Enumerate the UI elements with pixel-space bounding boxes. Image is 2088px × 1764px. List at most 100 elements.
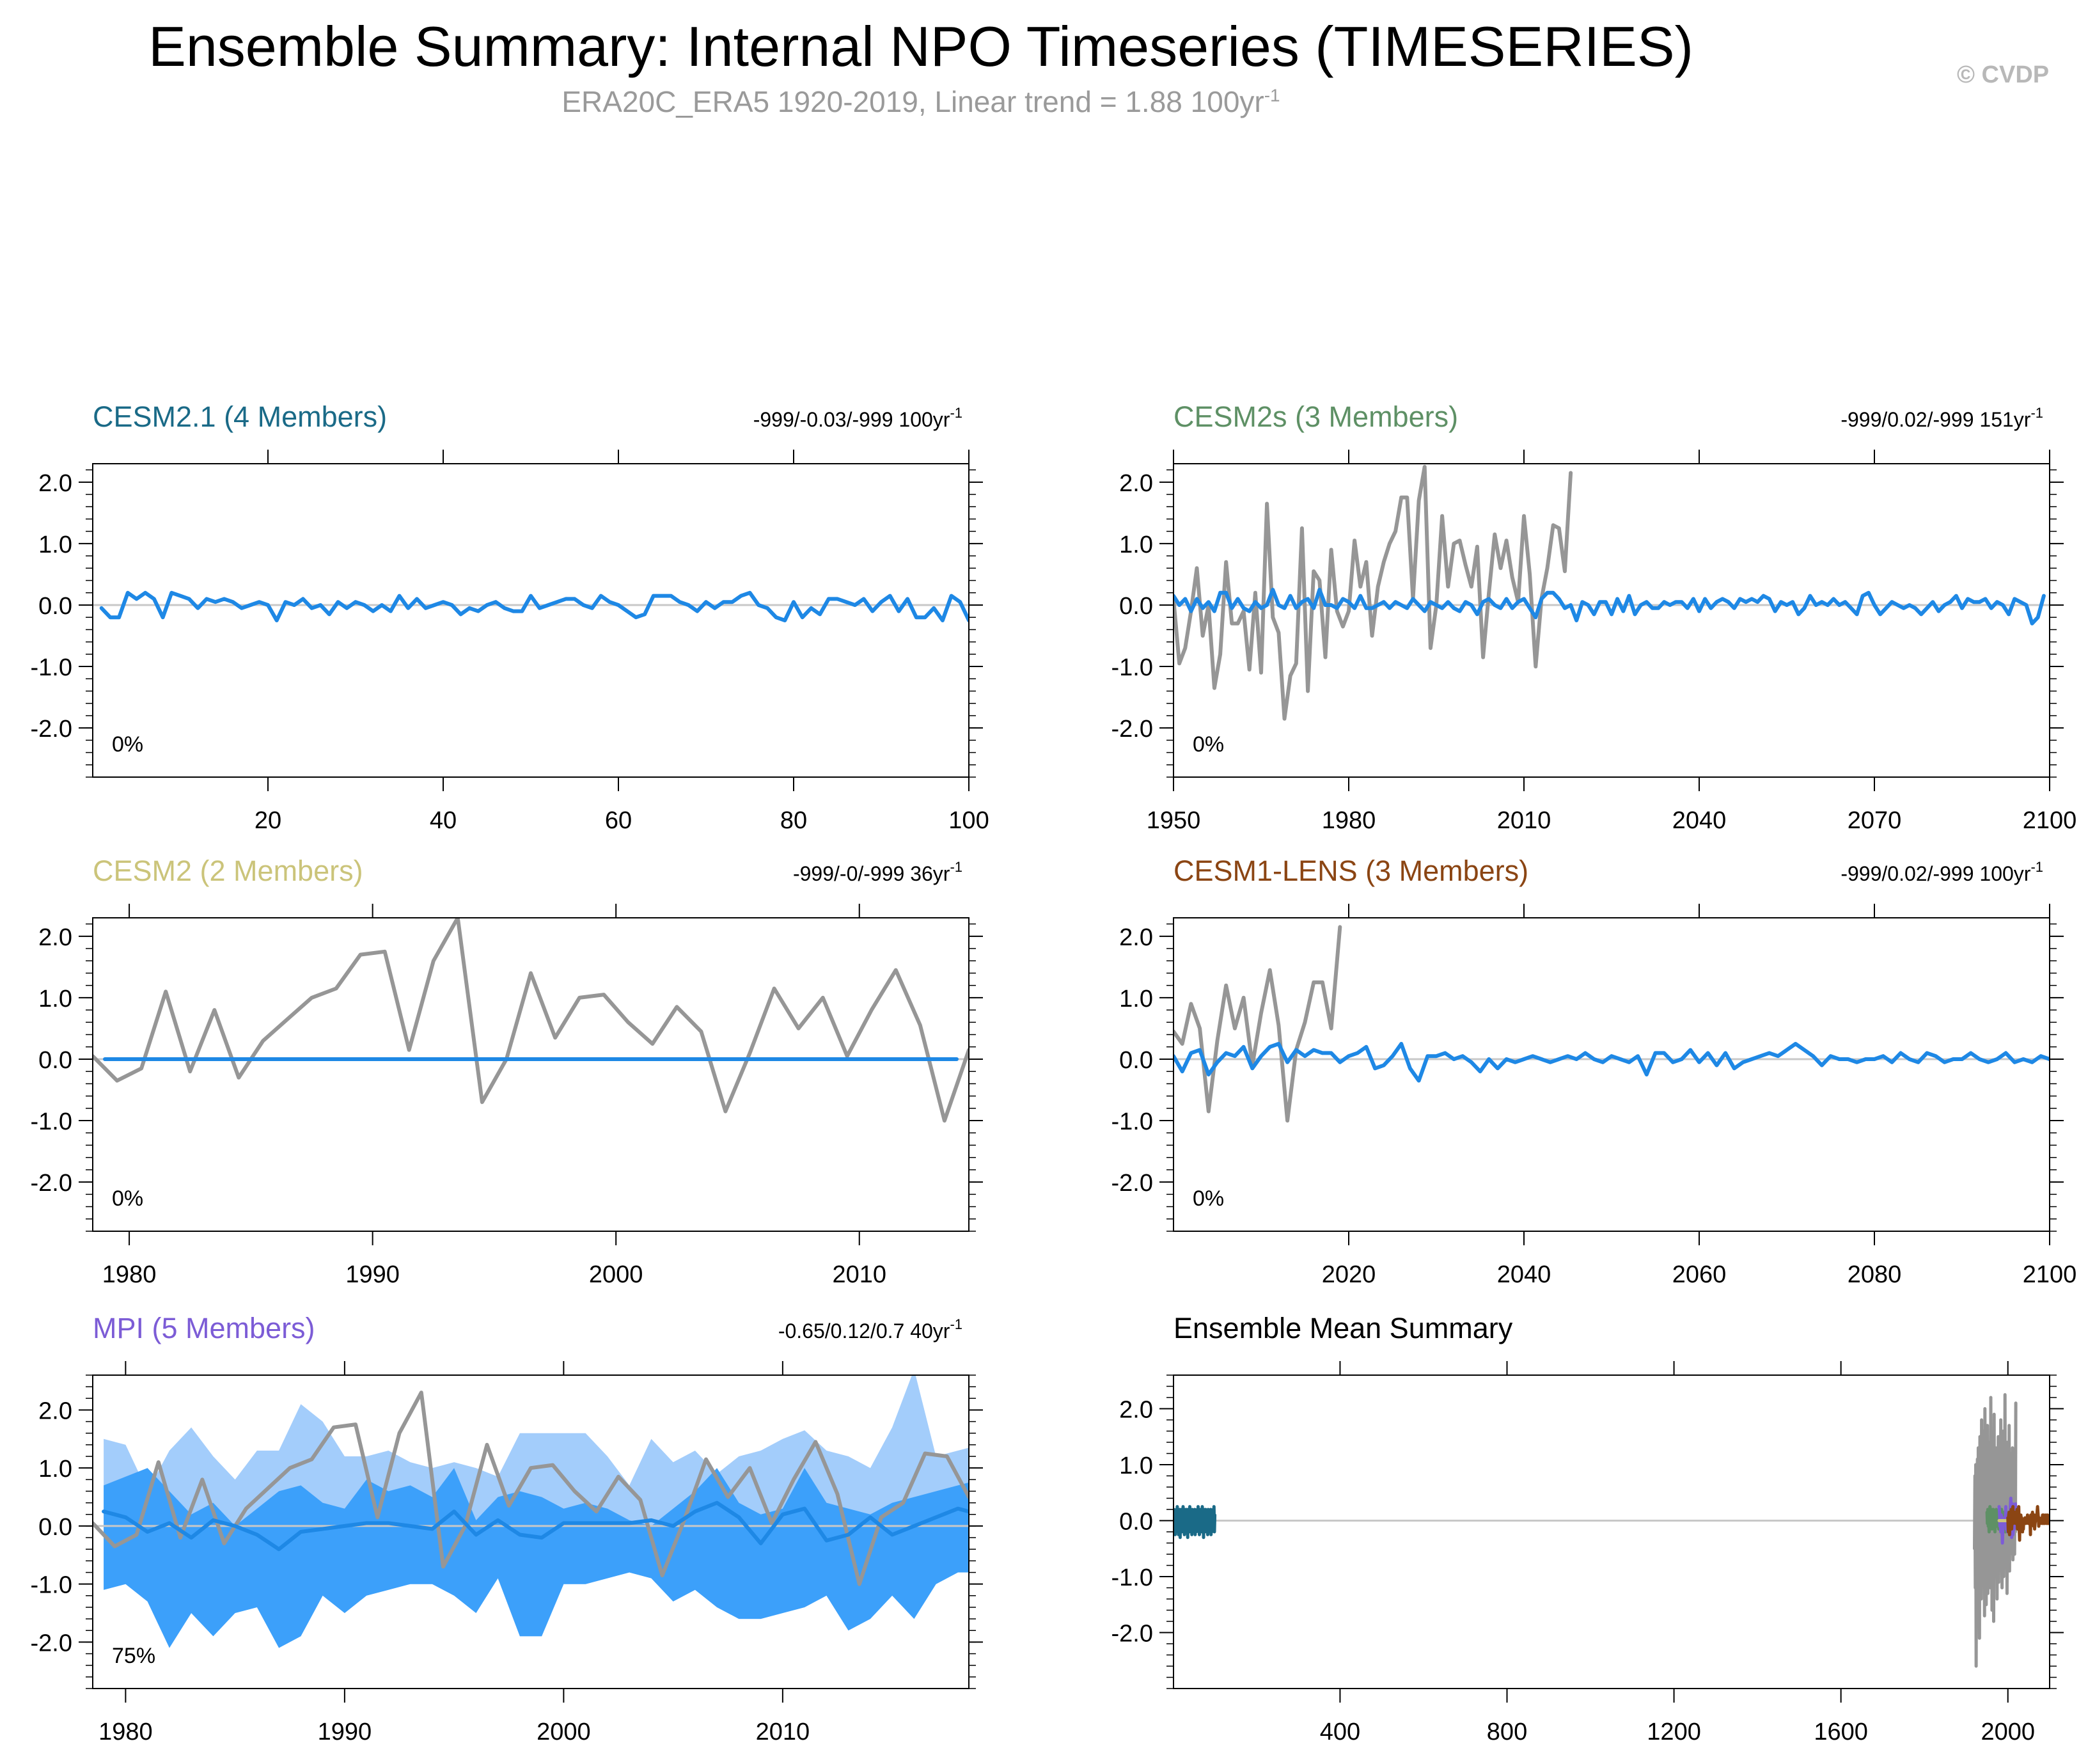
x-tick-label: 2060 — [1672, 1261, 1727, 1288]
subtitle-exponent: -1 — [1264, 85, 1280, 106]
x-axis: 1980 1990 2000 2010 — [98, 1361, 810, 1745]
x-tick-label: 80 — [780, 807, 807, 834]
panel-4: 2.0 1.0 0.0 -1.0 -2.0 2020 2040 2060 2080 2100 CES… — [1111, 854, 2077, 1288]
y-axis: 2.0 1.0 0.0 -1.0 -2.0 — [1111, 923, 2064, 1232]
x-tick-label: 1990 — [318, 1719, 372, 1745]
x-tick-label: 20 — [255, 807, 281, 834]
y-tick-label: -2.0 — [31, 1170, 72, 1197]
x-tick-label: 2100 — [2023, 1261, 2077, 1288]
y-tick-label: 0.0 — [1119, 593, 1153, 620]
x-tick-label: 100 — [948, 807, 989, 834]
x-tick-label: 2010 — [1497, 807, 1551, 834]
y-tick-label: 1.0 — [38, 1456, 72, 1483]
panel-1: 2.0 1.0 0.0 -1.0 -2.0 20 40 60 80 100 CESM2.1 (4 M… — [31, 400, 989, 834]
x-tick-label: 2100 — [2023, 807, 2077, 834]
panel-5: 2.0 1.0 0.0 -1.0 -2.0 1980 1990 2000 2010 MPI (5 … — [31, 1312, 983, 1745]
series-line-summary-0 — [1174, 1505, 1217, 1540]
x-tick-label: 2080 — [1848, 1261, 1902, 1288]
x-tick-label: 1980 — [102, 1261, 157, 1288]
panel-percent: 0% — [112, 732, 143, 757]
plot-frame — [92, 1374, 969, 1689]
y-tick-label: 2.0 — [1119, 924, 1153, 951]
y-tick-label: -1.0 — [31, 1572, 72, 1599]
series-line-mean-1 — [1174, 1042, 2050, 1083]
plot-area — [93, 590, 969, 622]
copyright-label: © CVDP — [1957, 61, 2050, 88]
y-tick-label: 1.0 — [1119, 1453, 1153, 1479]
x-tick-label: 40 — [430, 807, 457, 834]
series-line-obs-0 — [1174, 464, 1573, 721]
panel-title: CESM1-LENS (3 Members) — [1174, 854, 1528, 887]
x-tick-label: 400 — [1320, 1719, 1360, 1745]
trend-value: -999/-0.03/-999 100yr — [753, 408, 950, 431]
y-tick-label: 0.0 — [38, 1047, 72, 1074]
y-tick-label: 2.0 — [1119, 1397, 1153, 1424]
y-tick-label: -1.0 — [1111, 1108, 1153, 1135]
y-tick-label: -2.0 — [1111, 716, 1153, 743]
y-tick-label: -1.0 — [31, 654, 72, 681]
y-tick-label: -2.0 — [31, 1630, 72, 1657]
trend-exponent: -1 — [950, 859, 962, 875]
y-tick-label: -2.0 — [1111, 1170, 1153, 1197]
plot-frame — [92, 463, 969, 778]
plot-area — [1174, 925, 2050, 1123]
y-axis: 2.0 1.0 0.0 -1.0 -2.0 — [31, 923, 983, 1232]
plot-frame — [92, 917, 969, 1232]
trend-value: -999/0.02/-999 151yr — [1841, 408, 2030, 431]
y-tick-label: 0.0 — [1119, 1047, 1153, 1074]
x-tick-label: 1200 — [1647, 1719, 1701, 1745]
panel-trend: -999/-0/-999 36yr-1 — [793, 859, 962, 885]
y-tick-label: -1.0 — [31, 1108, 72, 1135]
x-tick-label: 800 — [1487, 1719, 1527, 1745]
panel-percent: 75% — [112, 1644, 155, 1668]
y-tick-label: -1.0 — [1111, 1564, 1153, 1591]
x-tick-label: 2000 — [1981, 1719, 2035, 1745]
x-tick-label: 1980 — [98, 1719, 153, 1745]
panel-title: MPI (5 Members) — [93, 1312, 315, 1344]
spread-band-inner — [104, 1468, 969, 1648]
page-subtitle: ERA20C_ERA5 1920-2019, Linear trend = 1.… — [0, 84, 1842, 119]
x-tick-label: 2020 — [1322, 1261, 1376, 1288]
y-tick-label: 2.0 — [38, 924, 72, 951]
x-tick-label: 60 — [605, 807, 632, 834]
panel-title: CESM2s (3 Members) — [1174, 400, 1458, 433]
panel-percent: 0% — [112, 1186, 143, 1211]
series-line-summary-1 — [1973, 1393, 2018, 1668]
x-axis: 2020 2040 2060 2080 2100 — [1322, 904, 2077, 1288]
panel-title: CESM2.1 (4 Members) — [93, 400, 387, 433]
y-tick-label: -2.0 — [31, 716, 72, 743]
plot-area — [1174, 464, 2050, 721]
panel-trend: -999/-0.03/-999 100yr-1 — [753, 405, 962, 431]
trend-exponent: -1 — [950, 1316, 962, 1332]
panel-title: Ensemble Mean Summary — [1174, 1312, 1513, 1344]
plot-area — [1174, 1393, 2050, 1668]
trend-value: -0.65/0.12/0.7 40yr — [778, 1319, 950, 1343]
x-tick-label: 2040 — [1497, 1261, 1551, 1288]
series-line-obs-0 — [93, 1390, 969, 1586]
y-tick-label: 0.0 — [38, 1514, 72, 1541]
panel-3: 2.0 1.0 0.0 -1.0 -2.0 1980 1990 2000 2010 CESM2 (… — [31, 854, 983, 1288]
subtitle-main: ERA20C_ERA5 1920-2019, Linear trend = 1.… — [561, 85, 1264, 118]
x-tick-label: 1950 — [1147, 807, 1201, 834]
trend-exponent: -1 — [950, 405, 962, 421]
y-tick-label: 0.0 — [38, 593, 72, 620]
x-axis: 400 800 1200 1600 2000 — [1320, 1361, 2035, 1745]
y-axis: 2.0 1.0 0.0 -1.0 -2.0 — [1111, 1374, 2064, 1689]
y-tick-label: 1.0 — [38, 532, 72, 558]
x-tick-label: 2000 — [537, 1719, 591, 1745]
trend-value: -999/-0/-999 36yr — [793, 862, 950, 885]
x-axis: 1950 1980 2010 2040 2070 2100 — [1147, 450, 2077, 834]
y-tick-label: 2.0 — [38, 470, 72, 497]
series-line-obs-0 — [93, 918, 969, 1123]
series-line-mean-1 — [102, 1500, 969, 1552]
series-line-mean-0 — [99, 590, 969, 622]
x-axis: 20 40 60 80 100 — [255, 450, 989, 834]
trend-exponent: -1 — [2030, 405, 2043, 421]
y-tick-label: 1.0 — [1119, 986, 1153, 1012]
plot-area — [93, 918, 969, 1123]
y-tick-label: 2.0 — [1119, 470, 1153, 497]
plot-area — [93, 1375, 969, 1648]
y-tick-label: 2.0 — [38, 1398, 72, 1424]
trend-value: -999/0.02/-999 100yr — [1841, 862, 2030, 885]
